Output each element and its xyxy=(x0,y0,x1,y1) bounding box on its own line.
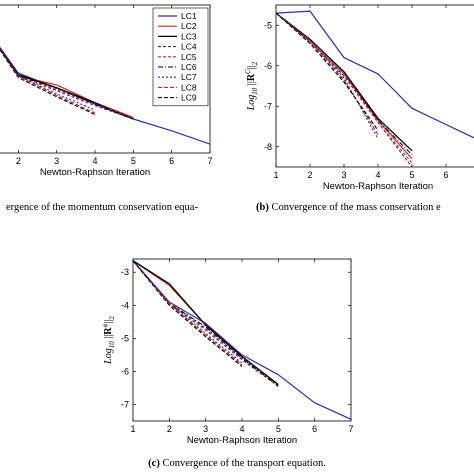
legend-box xyxy=(152,7,209,107)
y-label-R: R xyxy=(103,327,114,335)
x-axis-label: Newton-Raphson Iteration xyxy=(187,435,297,446)
legend-label: LC1 xyxy=(181,11,197,21)
series-line-lc8 xyxy=(0,48,96,114)
caption-text: Convergence of the mass conservation e xyxy=(271,202,441,213)
y-label-sub: 10 xyxy=(108,341,116,349)
y-tick-label: -3 xyxy=(121,267,129,277)
series-line-lc9 xyxy=(0,48,96,115)
plot-frame xyxy=(275,4,474,168)
y-label-part: Log xyxy=(246,95,257,112)
x-tick-label: 6 xyxy=(312,424,317,434)
series-line-lc9 xyxy=(133,260,243,367)
series-line-lc5 xyxy=(276,12,413,164)
x-tick-label: 1 xyxy=(130,424,135,434)
y-label-R: R xyxy=(246,73,257,81)
y-tick-label: -6 xyxy=(121,366,129,376)
caption-label: (c) xyxy=(148,458,162,469)
legend-label: LC9 xyxy=(181,93,197,103)
legend-label: LC5 xyxy=(181,52,197,62)
series-group xyxy=(133,260,351,420)
x-tick-label: 7 xyxy=(348,424,353,434)
legend-label: LC8 xyxy=(181,82,197,92)
series-line-lc1 xyxy=(276,10,474,139)
legend-label: LC3 xyxy=(181,31,197,41)
x-tick-label: 4 xyxy=(239,424,244,434)
series-group xyxy=(0,46,210,145)
x-tick-label: 3 xyxy=(341,170,346,180)
y-label-sup: φ xyxy=(101,324,109,328)
series-group xyxy=(276,10,474,167)
x-tick-label: 4 xyxy=(375,170,380,180)
caption-text: Convergence of the transport equation. xyxy=(162,458,325,469)
series-line-lc8 xyxy=(276,12,379,135)
y-label-sup: C xyxy=(244,69,252,74)
series-line-lc3 xyxy=(133,260,279,386)
series-line-lc3 xyxy=(276,12,413,152)
series-line-lc2 xyxy=(0,48,134,119)
y-label-part: Log xyxy=(103,348,114,365)
x-axis-label: Newton-Raphson Iteration xyxy=(40,167,150,178)
x-tick-label: 7 xyxy=(207,156,212,166)
x-tick-label: 3 xyxy=(203,424,208,434)
y-label-norm: || xyxy=(246,81,257,88)
x-tick-label: 5 xyxy=(409,170,414,180)
x-tick-label: 2 xyxy=(167,424,172,434)
series-line-lc5 xyxy=(0,48,134,119)
series-line-lc9 xyxy=(276,12,379,131)
y-tick-label: -6 xyxy=(264,61,272,71)
series-line-lc8 xyxy=(133,260,243,366)
y-tick-label: -5 xyxy=(121,333,129,343)
y-label-sub2: 2 xyxy=(108,316,116,320)
caption-text: ergence of the momentum conservation equ… xyxy=(6,202,198,213)
series-line-lc3 xyxy=(0,47,134,120)
y-tick-label: -8 xyxy=(264,142,272,152)
y-label-norm-close: || xyxy=(246,65,257,69)
panel-caption: (b) Convergence of the mass conservation… xyxy=(256,202,441,213)
series-line-lc7 xyxy=(0,48,96,111)
series-line-lc6 xyxy=(276,12,413,156)
y-label-norm: || xyxy=(103,335,114,342)
x-tick-label: 5 xyxy=(131,156,136,166)
caption-label: (b) xyxy=(256,202,271,213)
y-tick-label: -5 xyxy=(264,20,272,30)
y-tick-label: -7 xyxy=(264,101,272,111)
chart-panel-3: 1 2 3 4 5 6 7 -3 -4 -5 -6 -7 Newton-Raphson Iteratio… xyxy=(101,258,354,469)
series-line-lc4 xyxy=(276,12,413,167)
x-tick-label: 6 xyxy=(169,156,174,166)
series-line-lc1 xyxy=(0,46,210,145)
panel-caption: ergence of the momentum conservation equ… xyxy=(6,202,198,213)
panel-caption: (c) Convergence of the transport equatio… xyxy=(148,458,326,469)
series-line-lc2 xyxy=(276,12,413,160)
x-axis-label: Newton-Raphson Iteration xyxy=(323,181,433,192)
x-tick-label: 3 xyxy=(54,156,59,166)
x-tick-label: 1 xyxy=(273,170,278,180)
y-tick-label: -7 xyxy=(121,399,129,409)
y-axis-label: Log10 ||RC||2 xyxy=(244,61,259,111)
series-line-lc1 xyxy=(133,260,351,420)
legend-label: LC6 xyxy=(181,62,197,72)
y-tick-label: -4 xyxy=(121,300,129,310)
x-tick-label: 5 xyxy=(276,424,281,434)
series-line-lc4 xyxy=(0,48,134,120)
x-tick-label: 6 xyxy=(443,170,448,180)
x-tick-label: 4 xyxy=(92,156,97,166)
y-label-sub: 10 xyxy=(251,87,259,95)
series-line-lc2 xyxy=(133,260,279,386)
series-line-lc7 xyxy=(276,12,379,139)
y-label-sub2: 2 xyxy=(251,61,259,65)
y-axis-label: Log10 ||Rφ||2 xyxy=(101,316,116,365)
legend-label: LC4 xyxy=(181,42,197,52)
x-tick-label: 2 xyxy=(307,170,312,180)
series-line-lc6 xyxy=(0,48,134,120)
series-line-lc7 xyxy=(133,260,243,364)
legend-label: LC2 xyxy=(181,21,197,31)
x-tick-label: 2 xyxy=(16,156,21,166)
y-label-norm-close: || xyxy=(103,320,114,324)
legend-label: LC7 xyxy=(181,72,197,82)
